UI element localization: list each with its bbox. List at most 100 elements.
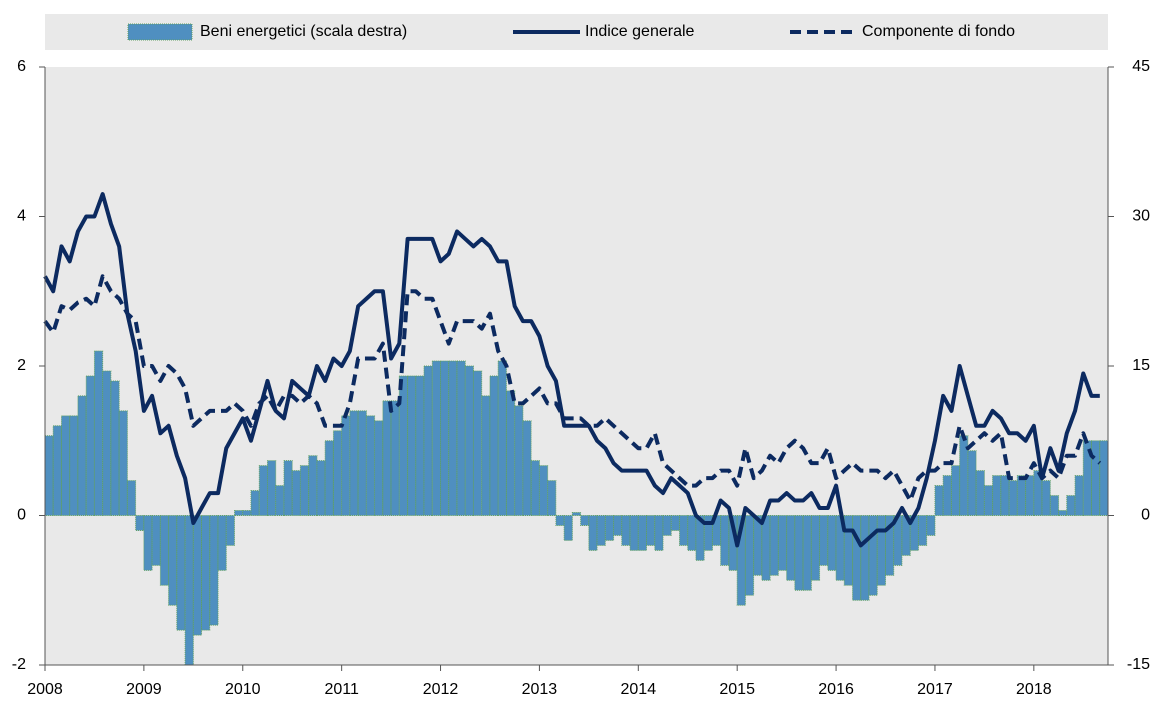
bar — [93, 350, 104, 516]
bar — [571, 512, 582, 517]
bar — [250, 490, 260, 517]
bar — [992, 475, 1002, 516]
bar — [761, 515, 771, 581]
bar — [275, 485, 285, 517]
y2-tick-label: 15 — [1132, 357, 1150, 374]
bar — [374, 420, 384, 517]
bar — [637, 515, 648, 551]
bar — [1058, 510, 1068, 516]
legend-label: Indice generale — [585, 23, 695, 40]
bar — [736, 515, 746, 606]
bar — [159, 515, 170, 586]
bar — [324, 440, 334, 516]
y2-tick-label: -15 — [1127, 656, 1150, 673]
bar — [604, 515, 615, 541]
bar — [440, 360, 450, 516]
bar — [926, 515, 936, 536]
bar — [176, 515, 186, 631]
bar — [69, 415, 79, 517]
bar — [876, 515, 887, 586]
bar — [332, 430, 343, 516]
bar — [225, 515, 235, 546]
bar — [242, 510, 252, 516]
bar — [868, 515, 878, 596]
bar — [316, 460, 326, 516]
bar — [934, 485, 944, 517]
bar — [555, 515, 565, 526]
bar — [357, 410, 367, 517]
legend-item: Componente di fondo — [790, 23, 1015, 40]
bar — [983, 485, 994, 517]
x-tick-label: 2008 — [27, 681, 63, 698]
bar — [596, 515, 606, 546]
bar — [102, 370, 112, 516]
bar — [646, 515, 656, 546]
bar — [1000, 475, 1010, 516]
x-tick-label: 2012 — [423, 681, 459, 698]
bar — [819, 515, 829, 566]
bar — [217, 515, 227, 571]
legend-label: Beni energetici (scala destra) — [200, 23, 407, 40]
bar — [514, 405, 524, 516]
bar — [126, 480, 137, 517]
line — [43, 192, 1100, 548]
bar — [1016, 475, 1027, 516]
x-tick-label: 2015 — [719, 681, 755, 698]
bar — [258, 465, 268, 516]
legend-swatch — [127, 23, 193, 41]
bar — [184, 515, 194, 666]
bar — [85, 375, 95, 517]
bar — [728, 515, 738, 571]
y-tick-label: 4 — [17, 208, 26, 225]
bar — [967, 450, 977, 517]
bar — [481, 395, 491, 516]
bar — [423, 365, 433, 516]
bar — [234, 510, 244, 516]
bar — [299, 465, 310, 516]
bar — [654, 515, 664, 551]
bar — [266, 460, 277, 516]
bar — [687, 515, 697, 551]
bar — [118, 410, 128, 517]
bar — [291, 470, 301, 516]
bar — [192, 515, 203, 636]
bar — [489, 375, 499, 517]
bar — [1099, 440, 1109, 516]
bar — [464, 365, 474, 516]
line — [43, 274, 1102, 503]
bar — [794, 515, 804, 591]
x-tick-label: 2017 — [917, 681, 953, 698]
bar — [547, 480, 557, 517]
legend-label: Componente di fondo — [862, 23, 1015, 40]
bar — [505, 390, 516, 516]
bar — [786, 515, 796, 581]
x-tick-label: 2013 — [522, 681, 558, 698]
bar — [1074, 475, 1084, 516]
bar — [308, 455, 318, 517]
bar — [679, 515, 689, 546]
bar — [1066, 495, 1076, 517]
bar — [720, 515, 730, 566]
x-tick-label: 2010 — [225, 681, 261, 698]
bar — [1041, 480, 1051, 517]
bar — [802, 515, 812, 591]
bar — [52, 425, 62, 516]
bar — [61, 415, 71, 517]
bar — [621, 515, 631, 546]
bar — [382, 400, 392, 516]
bar — [744, 515, 755, 596]
y-tick-label: 0 — [17, 507, 26, 524]
bar — [143, 515, 153, 571]
bar — [135, 515, 145, 531]
x-tick-label: 2009 — [126, 681, 162, 698]
bar — [497, 360, 507, 516]
y-tick-label: -2 — [12, 656, 26, 673]
bar — [209, 515, 219, 626]
bar — [950, 465, 961, 516]
bar — [860, 515, 870, 601]
x-tick-label: 2016 — [818, 681, 854, 698]
bar — [1049, 495, 1060, 517]
x-tick-label: 2018 — [1016, 681, 1052, 698]
bar — [456, 360, 466, 516]
bar — [407, 375, 417, 517]
